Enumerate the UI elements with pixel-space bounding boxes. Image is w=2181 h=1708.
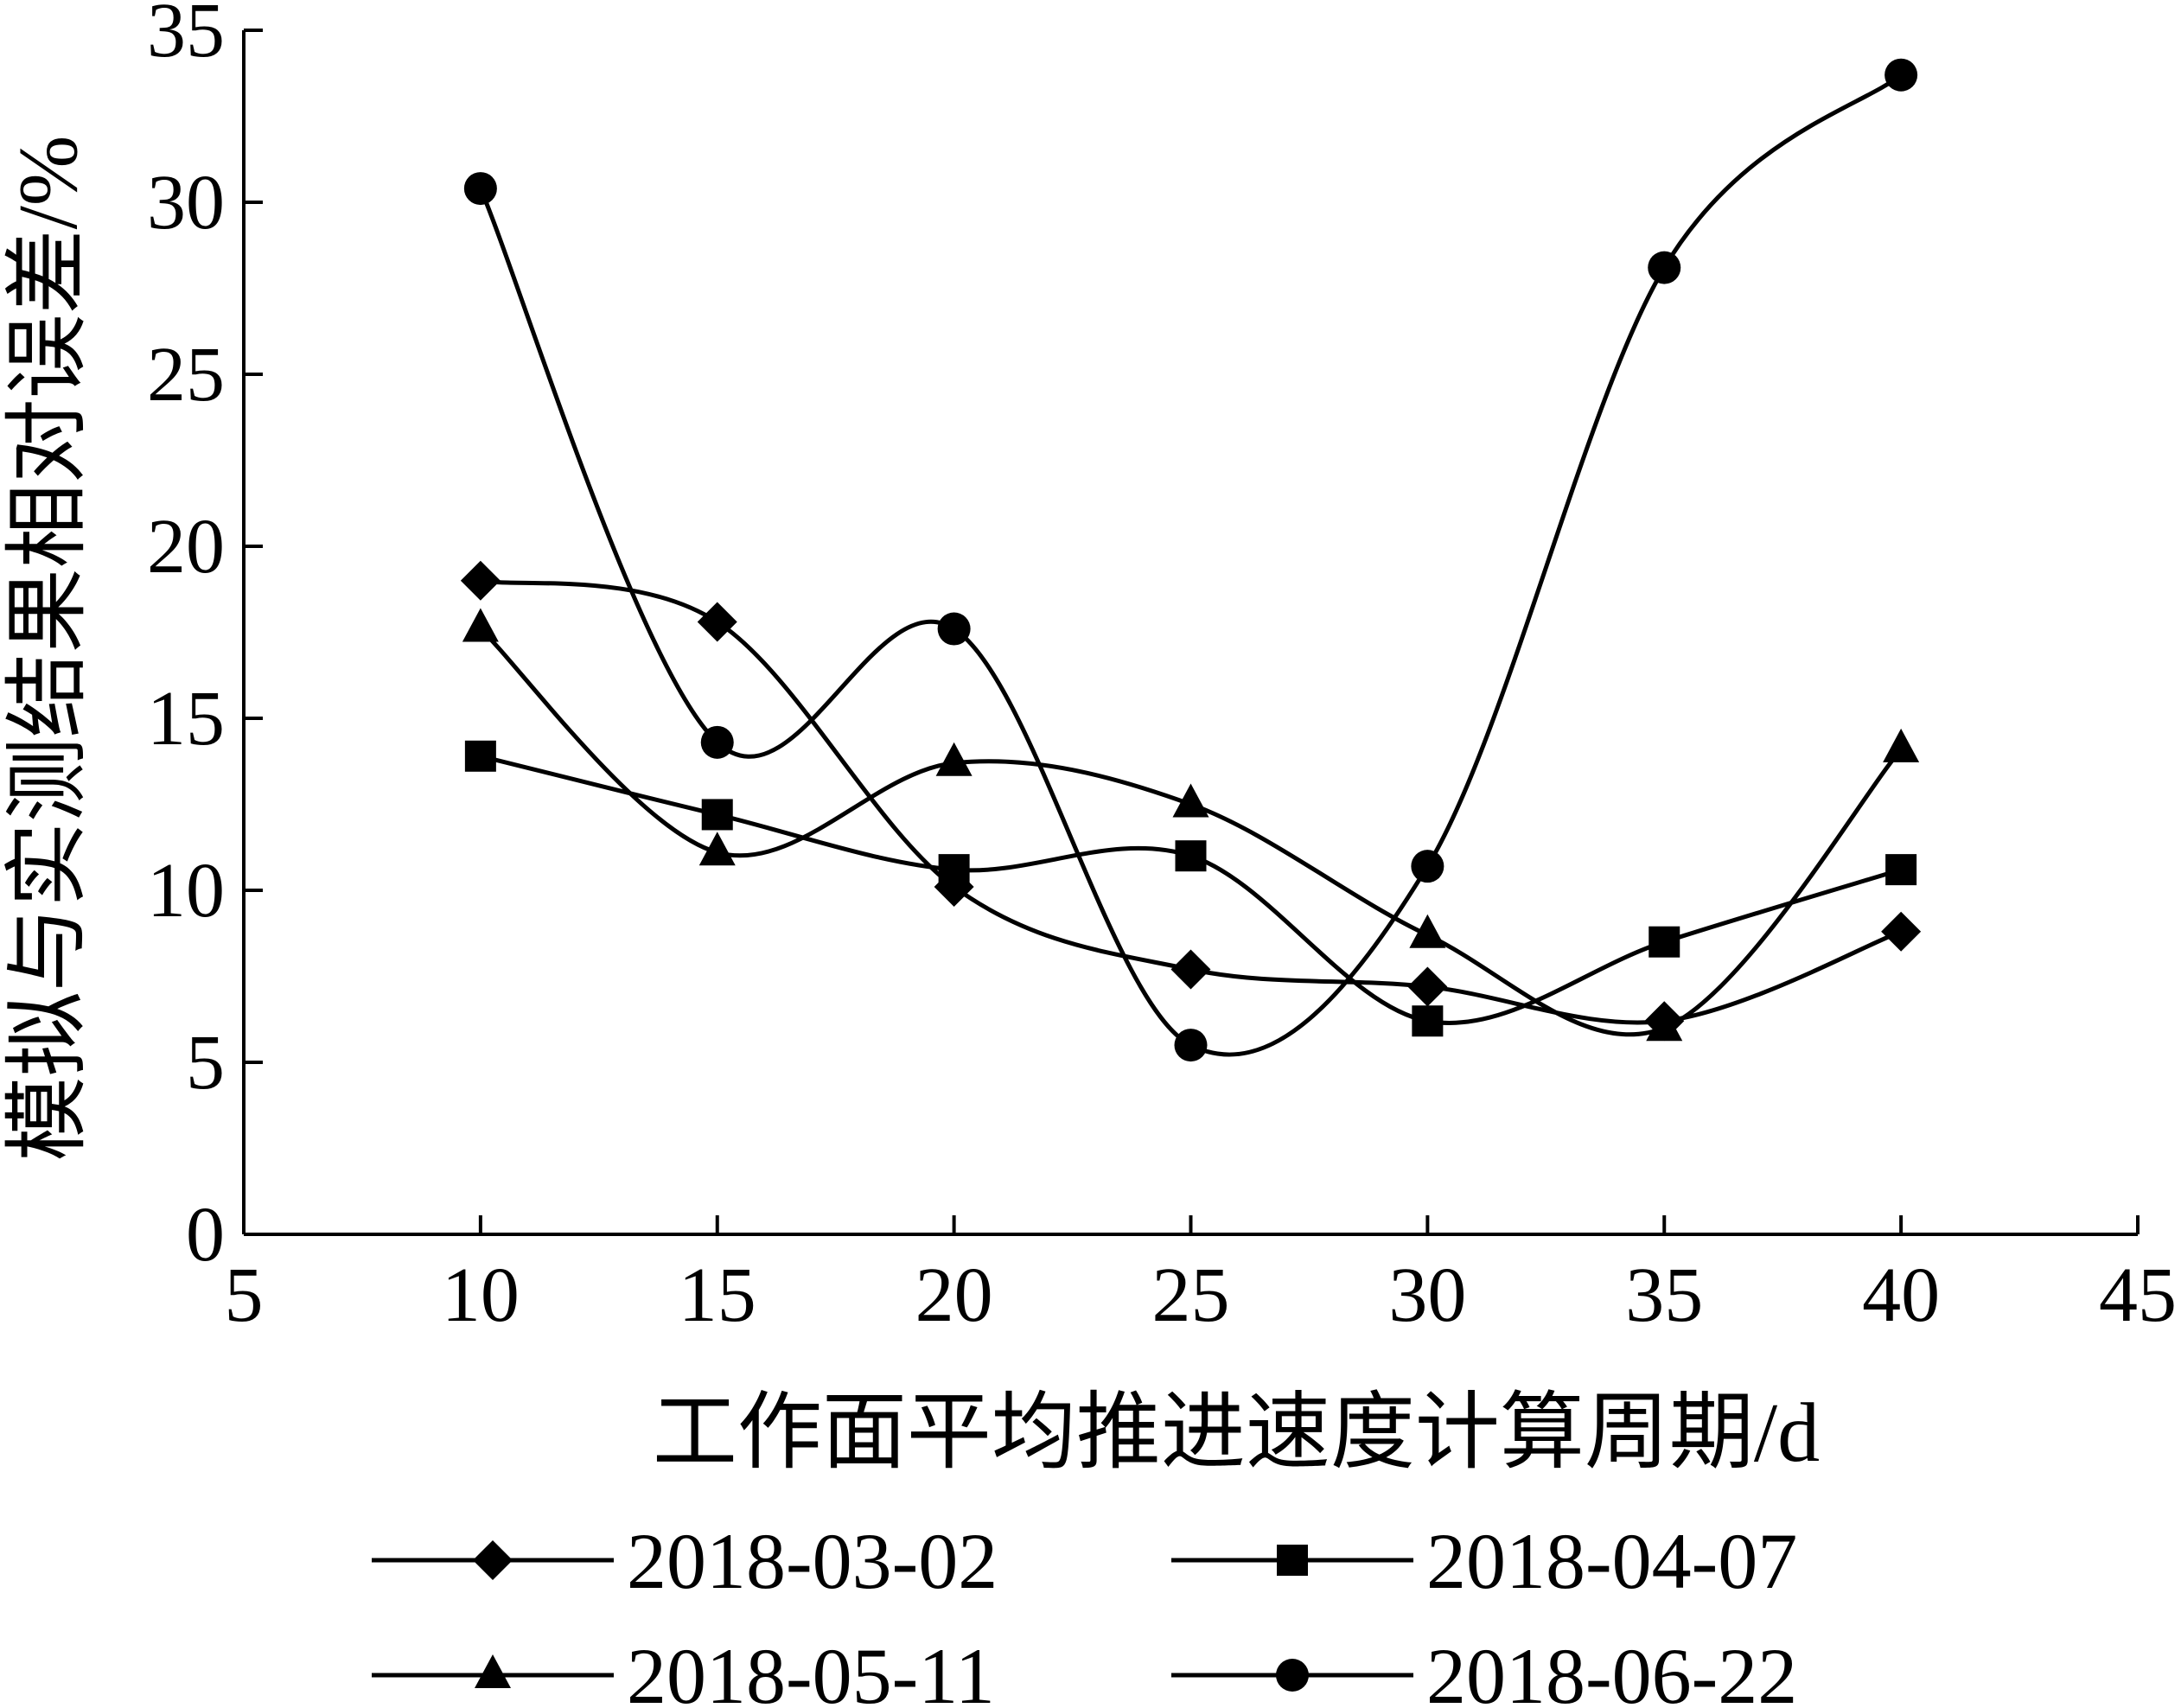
legend-label: 2018-04-07 xyxy=(1426,1517,1797,1605)
x-tick-label: 30 xyxy=(1388,1252,1466,1338)
x-axis-label: 工作面平均推进速度计算周期/d xyxy=(653,1386,1820,1480)
diamond-marker xyxy=(1407,966,1448,1007)
square-marker xyxy=(701,799,733,831)
x-tick-label: 25 xyxy=(1152,1252,1230,1338)
circle-marker xyxy=(463,172,497,206)
triangle-marker xyxy=(462,608,499,642)
diamond-marker xyxy=(697,602,737,642)
legend: 2018-03-02 2018-04-07 2018-05-11 2018-06-22 xyxy=(372,1517,1797,1708)
square-marker xyxy=(938,854,970,886)
series-2018-05-11 xyxy=(462,608,1920,1042)
triangle-marker xyxy=(1409,914,1446,948)
square-marker xyxy=(1649,926,1680,958)
triangle-marker xyxy=(935,742,973,776)
y-tick-label: 0 xyxy=(186,1192,225,1278)
diamond-marker xyxy=(473,1540,513,1580)
circle-marker xyxy=(937,612,971,646)
x-tick-label: 15 xyxy=(679,1252,756,1338)
x-tick-label: 40 xyxy=(1862,1252,1940,1338)
series-2018-06-22 xyxy=(463,58,1918,1062)
y-tick-label: 20 xyxy=(147,504,225,590)
triangle-marker xyxy=(475,1654,511,1688)
y-tick-label: 10 xyxy=(147,848,225,934)
y-tick-label: 25 xyxy=(147,332,225,417)
legend-item-2018-04-07: 2018-04-07 xyxy=(1171,1517,1797,1605)
circle-marker xyxy=(1884,58,1918,92)
series-2018-03-02 xyxy=(460,560,1922,1042)
x-tick-label: 10 xyxy=(442,1252,520,1338)
legend-label: 2018-05-11 xyxy=(627,1632,995,1708)
x-tick-label: 35 xyxy=(1625,1252,1703,1338)
y-tick-label: 15 xyxy=(147,676,225,762)
circle-marker xyxy=(1174,1029,1208,1062)
square-marker xyxy=(464,740,496,772)
y-axis-label: 模拟与实测结果相对误差/% xyxy=(2,136,95,1162)
triangle-marker xyxy=(1646,1007,1683,1042)
circle-marker xyxy=(1648,251,1681,284)
x-tick-label: 5 xyxy=(225,1252,264,1338)
square-marker xyxy=(1175,840,1207,872)
y-tick-label: 35 xyxy=(147,0,225,73)
diamond-marker xyxy=(1881,911,1922,952)
legend-label: 2018-06-22 xyxy=(1426,1632,1797,1708)
square-marker xyxy=(1885,854,1917,886)
series-line xyxy=(478,73,1903,1057)
legend-item-2018-03-02: 2018-03-02 xyxy=(372,1517,998,1605)
square-marker xyxy=(1277,1545,1308,1576)
series-layer xyxy=(460,58,1922,1062)
legend-label: 2018-03-02 xyxy=(627,1517,998,1605)
y-tick-label: 5 xyxy=(186,1020,225,1106)
triangle-marker xyxy=(1883,728,1920,762)
x-tick-label: 20 xyxy=(915,1252,993,1338)
square-marker xyxy=(1412,1005,1444,1037)
x-tick-label: 45 xyxy=(2099,1252,2177,1338)
diamond-marker xyxy=(1170,949,1211,990)
y-tick-label: 30 xyxy=(147,160,225,245)
circle-marker xyxy=(700,725,734,759)
series-2018-04-07 xyxy=(464,740,1917,1037)
triangle-marker xyxy=(1172,783,1209,818)
circle-marker xyxy=(1411,850,1444,883)
diamond-marker xyxy=(460,560,501,601)
circle-marker xyxy=(1276,1659,1309,1692)
legend-item-2018-06-22: 2018-06-22 xyxy=(1171,1632,1797,1708)
triangle-marker xyxy=(698,832,736,866)
legend-item-2018-05-11: 2018-05-11 xyxy=(372,1632,995,1708)
